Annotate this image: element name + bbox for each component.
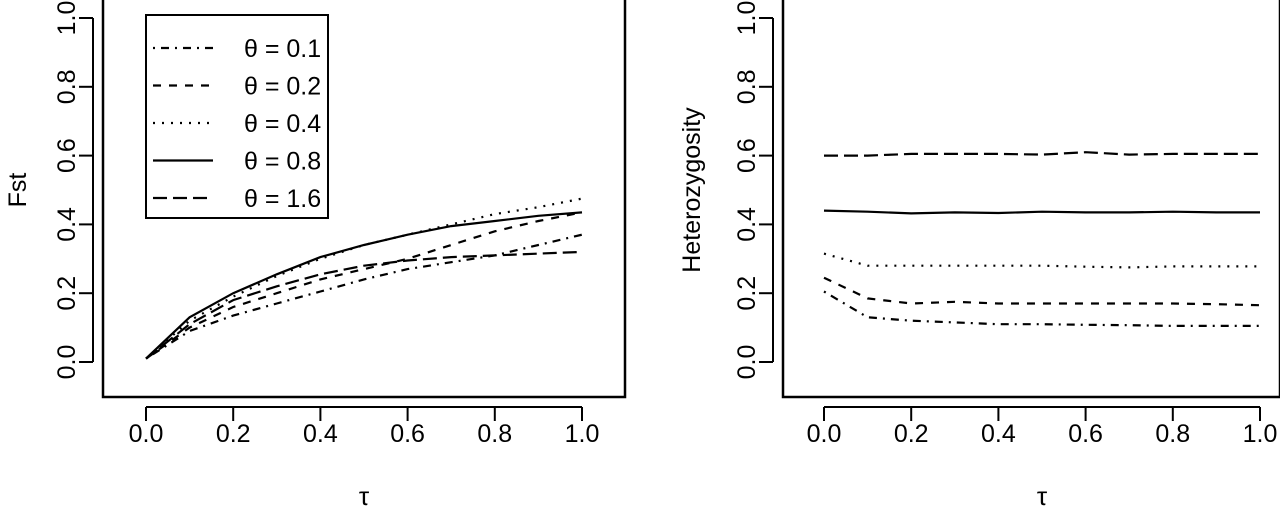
- series-line-dotted: [823, 252, 1260, 269]
- y-tick-label: 0.4: [733, 207, 761, 242]
- series-line-dotdash: [823, 290, 1260, 327]
- y-tick-label: 0.0: [733, 345, 761, 380]
- y-tick-label: 0.8: [733, 69, 761, 104]
- y-tick-label: 1.0: [53, 1, 81, 36]
- series-line-dashed: [823, 276, 1261, 307]
- y-axis-label: Heterozygosity: [678, 107, 706, 273]
- x-tick-label: 0.2: [894, 420, 929, 448]
- panel-1: 0.0 0.2 0.4 0.6 0.8 1.0 0.0 0.2 0.4 0.6 0.8 1.0 τ Fst…: [4, 0, 627, 511]
- series-line-dotdash: [145, 233, 583, 360]
- series-line-longdash: [145, 250, 583, 360]
- x-tick-label: 0.8: [477, 420, 512, 448]
- series-line-dotted: [145, 197, 583, 360]
- y-axis-label: Fst: [4, 173, 32, 208]
- x-tick-label: 0.6: [1068, 420, 1103, 448]
- plot-frame: [101, 0, 627, 399]
- x-tick-label: 1.0: [1243, 420, 1278, 448]
- panel-2: 0.0 0.2 0.4 0.6 0.8 1.0 0.0 0.2 0.4 0.6 0.8 1.0 τ Het…: [678, 0, 1280, 511]
- legend: θ = 0.1 θ = 0.2 θ = 0.4 θ = 0.8 θ = 1.6: [145, 14, 329, 219]
- plot-frame: [781, 0, 1280, 399]
- x-tick-label: 0.0: [129, 420, 164, 448]
- y-tick-label: 1.0: [733, 1, 761, 36]
- series-line-solid: [823, 209, 1260, 215]
- x-axis-label: τ: [359, 481, 370, 510]
- x-tick-label: 0.4: [981, 420, 1016, 448]
- x-tick-label: 1.0: [565, 420, 600, 448]
- legend-label: θ = 1.6: [244, 185, 321, 213]
- y-tick-label: 0.0: [53, 345, 81, 380]
- y-tick-label: 0.2: [53, 276, 81, 311]
- legend-label: θ = 0.4: [244, 110, 321, 138]
- x-tick-label: 0.0: [807, 420, 842, 448]
- x-tick-label: 0.4: [303, 420, 338, 448]
- x-tick-label: 0.8: [1155, 420, 1190, 448]
- y-tick-label: 0.8: [53, 69, 81, 104]
- y-tick-label: 0.6: [53, 138, 81, 173]
- y-tick-label: 0.6: [733, 138, 761, 173]
- legend-label: θ = 0.1: [244, 35, 321, 63]
- series-line-dashed: [145, 211, 583, 360]
- x-tick-label: 0.6: [390, 420, 425, 448]
- series-line-solid: [145, 211, 583, 360]
- legend-label: θ = 0.8: [244, 148, 321, 176]
- x-axis-label: τ: [1037, 481, 1048, 510]
- series-line-longdash: [824, 151, 1260, 157]
- y-tick-label: 0.4: [53, 207, 81, 242]
- x-tick-label: 0.2: [216, 420, 251, 448]
- y-tick-label: 0.2: [733, 276, 761, 311]
- legend-label: θ = 0.2: [244, 73, 321, 101]
